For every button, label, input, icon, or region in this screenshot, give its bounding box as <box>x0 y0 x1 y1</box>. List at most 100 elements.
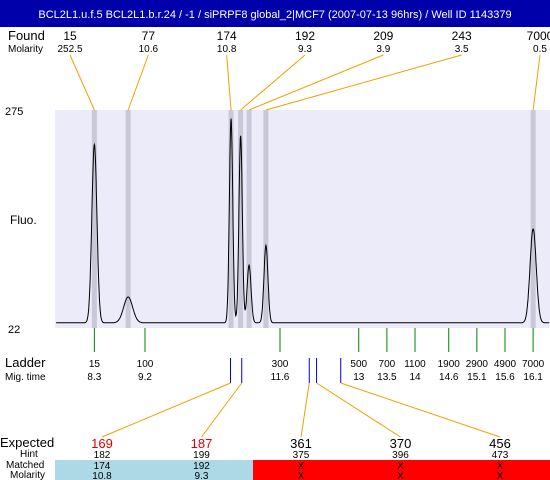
ladder-time-label: 16.1 <box>523 372 543 383</box>
found-molarity-label: 0.5 <box>533 44 547 55</box>
chart-title: BCL2L1.u.f.5 BCL2L1.b.r.24 / -1 / siPRPF… <box>38 9 511 21</box>
header-bar <box>0 0 550 27</box>
expected-callout-line <box>316 382 401 438</box>
found-size-label: 174 <box>217 29 237 43</box>
found-molarity-label: 3.9 <box>376 44 390 55</box>
matched-molarity: X <box>397 471 404 480</box>
ladder-time-label: 11.6 <box>271 372 290 383</box>
peak-band <box>263 110 269 328</box>
migtime-label: Mig. time <box>5 372 46 383</box>
matched-cell-bg <box>154 460 254 480</box>
found-callout-line <box>240 54 306 111</box>
peak-bands <box>91 110 536 328</box>
ladder-time-label: 15.6 <box>495 372 515 383</box>
matched-molarity: X <box>497 471 504 480</box>
ladder-size-label: 700 <box>379 359 396 370</box>
found-molarity-label: 3.5 <box>455 44 469 55</box>
ladder-size-label: 1900 <box>438 359 461 370</box>
expected-size: 187 <box>191 436 213 451</box>
found-callout-line <box>69 54 95 111</box>
matched-size: 192 <box>193 461 210 472</box>
found-callout-line <box>248 54 384 111</box>
peak-band <box>125 110 131 328</box>
expected-callout-line <box>300 382 310 438</box>
y-tick-top: 275 <box>5 106 23 118</box>
expected-callout-line <box>340 382 501 438</box>
ladder: 15 8.3 100 9.2 300 11.6 500 13 700 13.5 1100 14 1900… <box>87 328 545 383</box>
expected-size: 361 <box>290 436 312 451</box>
ladder-time-label: 15.1 <box>467 372 487 383</box>
ladder-time-label: 14 <box>409 372 421 383</box>
expected-callout-line <box>101 382 231 438</box>
ladder-size-label: 100 <box>137 359 154 370</box>
found-size-label: 15 <box>63 29 77 43</box>
ladder-size-label: 1100 <box>404 359 426 370</box>
ladder-size-label: 15 <box>89 359 101 370</box>
hint-size: 375 <box>293 450 310 461</box>
ladder-time-label: 13 <box>353 372 365 383</box>
y-axis-label: Fluo. <box>10 213 37 227</box>
matched-molarity: 10.8 <box>92 471 112 480</box>
found-callout-line <box>226 54 232 111</box>
expected-size: 456 <box>489 436 511 451</box>
found-molarity-label: 9.3 <box>298 44 312 55</box>
found-callout-lines <box>69 54 541 111</box>
molarity-label: Molarity <box>8 44 43 55</box>
hint-size: 199 <box>193 450 210 461</box>
matched-cell-bg <box>253 460 353 480</box>
found-size-label: 192 <box>295 29 315 43</box>
matched-cell-bg <box>451 460 550 480</box>
found-callout-line <box>532 54 541 111</box>
matched-molarity: 9.3 <box>195 471 209 480</box>
found-molarity-label: 252.5 <box>57 44 82 55</box>
hint-size: 473 <box>492 450 509 461</box>
hint-size: 396 <box>392 450 409 461</box>
found-molarity-label: 10.8 <box>217 44 237 55</box>
found-callout-line <box>265 54 462 111</box>
peak-band <box>238 110 244 328</box>
found-callout-line <box>127 54 149 111</box>
expected-size: 169 <box>91 436 113 451</box>
ladder-size-label: 500 <box>350 359 367 370</box>
ladder-time-label: 14.6 <box>439 372 459 383</box>
peak-band <box>228 110 234 328</box>
ladder-size-label: 4900 <box>494 359 517 370</box>
matched-molarity: X <box>298 471 305 480</box>
matched-size: X <box>298 461 305 472</box>
plot-area <box>55 110 550 328</box>
found-size-label: 77 <box>142 29 156 43</box>
matched-cell-bg <box>55 460 155 480</box>
exp-molarity-label: Molarity <box>10 470 45 480</box>
expected-size: 370 <box>390 436 412 451</box>
matched-size: X <box>397 461 404 472</box>
expected-label: Expected <box>0 435 54 450</box>
ladder-size-label: 7000 <box>522 359 545 370</box>
found-label: Found <box>8 28 45 43</box>
hint-label: Hint <box>20 449 38 460</box>
found-size-label: 7000 <box>527 29 550 43</box>
found-size-label: 209 <box>373 29 393 43</box>
found-molarity-label: 10.6 <box>139 44 159 55</box>
ladder-time-label: 13.5 <box>377 372 397 383</box>
expected-markers <box>101 358 501 438</box>
peak-band <box>246 110 252 328</box>
peak-band <box>530 110 536 328</box>
matched-size: 174 <box>94 461 111 472</box>
ladder-time-label: 9.2 <box>138 372 152 383</box>
expected-callout-line <box>201 382 243 438</box>
ladder-size-label: 2900 <box>466 359 489 370</box>
ladder-label: Ladder <box>5 355 46 370</box>
matched-size: X <box>497 461 504 472</box>
peak-band <box>91 110 97 328</box>
y-tick-bottom: 22 <box>8 324 20 336</box>
hint-size: 182 <box>94 450 111 461</box>
expected-table: 16918217410.81871991929.3361375XX370396X… <box>55 436 550 480</box>
found-size-label: 243 <box>452 29 472 43</box>
matched-label: Matched <box>6 460 44 471</box>
ladder-size-label: 300 <box>272 359 289 370</box>
fluorescence-trace <box>56 118 550 324</box>
ladder-time-label: 8.3 <box>87 372 101 383</box>
matched-cell-bg <box>352 460 452 480</box>
